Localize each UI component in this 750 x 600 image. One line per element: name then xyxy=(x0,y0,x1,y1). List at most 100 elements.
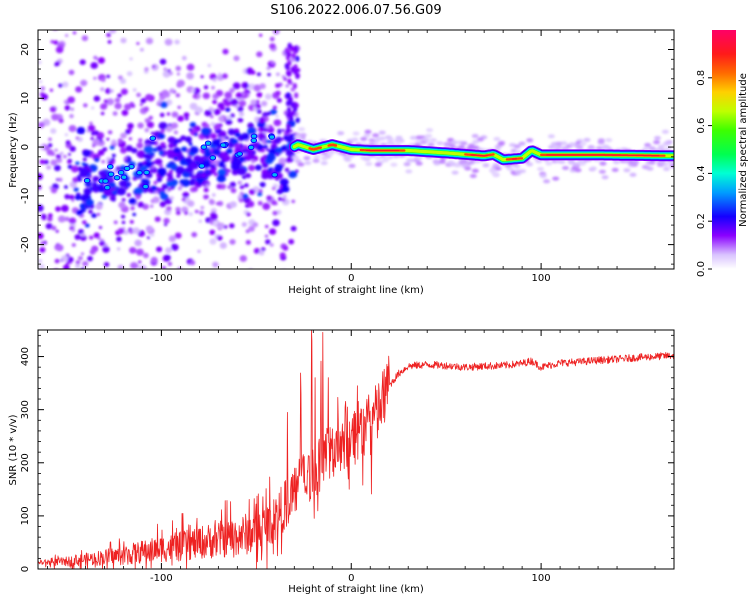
spectral-blob xyxy=(107,40,112,44)
spectral-blob xyxy=(275,152,280,157)
spectral-blob xyxy=(286,123,291,130)
spectral-blob xyxy=(238,100,247,107)
spectral-blob xyxy=(218,115,225,122)
spectral-blob xyxy=(256,72,261,77)
spectral-blob xyxy=(92,175,100,182)
spectral-halo xyxy=(352,131,360,136)
spectral-blob xyxy=(187,200,195,207)
spectral-blob xyxy=(285,128,291,133)
spectral-blob xyxy=(278,157,286,165)
spectral-blob xyxy=(61,255,69,262)
spectral-halo xyxy=(658,160,666,165)
spectral-blob xyxy=(40,213,47,219)
spectral-blob xyxy=(288,239,295,245)
spectral-blob xyxy=(284,167,290,172)
spectral-blob xyxy=(176,72,180,76)
spectral-blob xyxy=(241,193,249,199)
spectral-blob xyxy=(212,193,216,197)
spectral-blob xyxy=(43,159,49,165)
spectral-halo xyxy=(385,135,392,140)
spectral-blob xyxy=(111,160,116,164)
spectral-blob xyxy=(136,92,142,98)
spectral-blob xyxy=(264,93,272,100)
spectral-halo xyxy=(415,135,423,140)
spectral-blob xyxy=(106,137,110,141)
spectral-blob xyxy=(216,138,222,143)
spectral-blob xyxy=(173,147,181,154)
spectral-blob xyxy=(46,165,52,170)
spectral-blob xyxy=(184,167,192,173)
spectral-halo xyxy=(337,131,345,136)
spectral-blob xyxy=(216,235,223,241)
spectral-halo xyxy=(378,130,386,135)
spectral-blob xyxy=(71,228,76,232)
colorbar-label: Normalized spectral amplitude xyxy=(738,73,749,227)
spectral-blob xyxy=(269,43,276,50)
spectral-blob xyxy=(272,219,280,227)
spectral-blob xyxy=(287,42,292,49)
spectral-blob xyxy=(150,256,158,264)
spectral-blob xyxy=(75,161,80,166)
spectral-halo xyxy=(395,135,403,140)
spectral-halo xyxy=(303,156,311,161)
spectral-blob xyxy=(250,99,257,106)
spectral-blob xyxy=(189,260,196,266)
spectral-halo xyxy=(348,163,356,168)
spectral-halo xyxy=(539,174,547,178)
spectral-blob xyxy=(116,247,121,251)
spectral-blob xyxy=(193,132,198,137)
spectral-blob xyxy=(117,93,122,98)
spectral-halo xyxy=(294,135,302,140)
spectral-blob xyxy=(140,98,146,104)
spectral-halo xyxy=(469,174,477,178)
spectral-blob xyxy=(181,146,188,152)
spectral-blob xyxy=(210,115,214,119)
spectral-peak xyxy=(250,137,258,144)
spectral-blob xyxy=(54,258,60,264)
spectral-blob xyxy=(269,228,277,235)
spectral-blob xyxy=(168,169,174,174)
spectral-blob xyxy=(68,69,75,76)
spectral-blob xyxy=(167,261,173,266)
spectral-blob xyxy=(225,107,231,112)
spectral-peak xyxy=(123,165,131,172)
spectral-blob xyxy=(256,51,263,58)
spectral-blob xyxy=(38,121,45,129)
spectral-blob xyxy=(83,163,89,168)
spectral-halo xyxy=(583,137,591,142)
spectral-blob xyxy=(244,183,249,188)
spectral-blob xyxy=(210,121,216,127)
spectral-blob xyxy=(188,212,193,217)
spectral-blob xyxy=(143,252,149,259)
spectral-halo xyxy=(578,161,586,166)
spectral-blob xyxy=(184,162,189,166)
spectral-blob xyxy=(229,201,237,208)
spectral-blob xyxy=(229,223,235,229)
spectral-blob xyxy=(83,103,88,108)
spectral-halo xyxy=(375,137,383,142)
spectral-blob xyxy=(283,77,287,81)
spectral-blob xyxy=(256,92,263,98)
spectral-blob xyxy=(127,122,134,129)
spectral-blob xyxy=(74,195,81,201)
spectral-blob xyxy=(248,189,256,195)
spectral-blob xyxy=(171,122,179,129)
spectral-blob xyxy=(62,81,69,88)
spectral-blob xyxy=(275,90,281,96)
spectral-blob xyxy=(255,164,262,171)
spectral-blob xyxy=(53,40,59,45)
spectral-blob xyxy=(174,39,180,45)
spectral-blob xyxy=(188,179,196,186)
spectral-peak xyxy=(236,151,243,157)
spectral-halo xyxy=(454,163,462,168)
spectral-blob xyxy=(102,246,110,253)
spectral-blob xyxy=(266,195,273,201)
spectral-blob xyxy=(139,47,144,52)
spectral-blob xyxy=(93,55,98,60)
spectral-blob xyxy=(39,247,46,253)
spectral-halo xyxy=(494,166,502,171)
spectral-halo xyxy=(543,179,551,184)
snr-series xyxy=(38,330,674,569)
